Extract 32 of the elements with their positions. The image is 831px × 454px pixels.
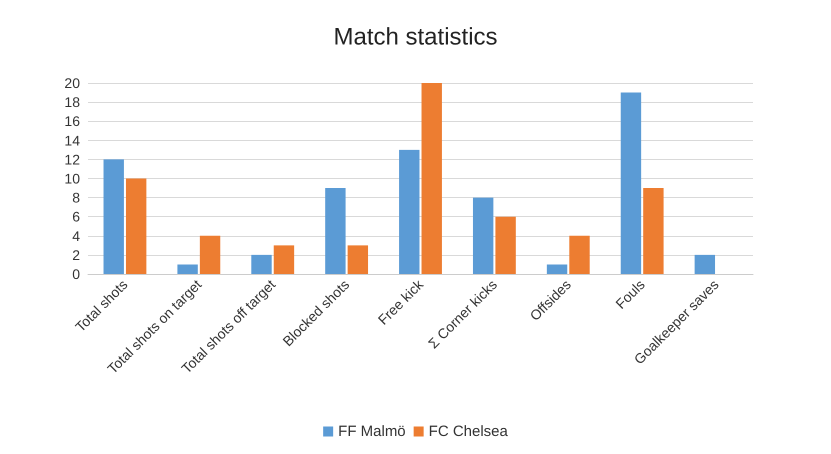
bar xyxy=(495,216,516,274)
y-tick-label: 20 xyxy=(64,75,80,91)
bar xyxy=(569,236,590,274)
bar xyxy=(251,254,272,274)
bar xyxy=(274,245,294,274)
bar xyxy=(126,178,146,274)
bar xyxy=(422,83,442,274)
bar xyxy=(348,245,368,274)
x-tick-label: Free kick xyxy=(374,276,427,328)
y-tick-label: 8 xyxy=(72,190,80,206)
bar xyxy=(694,254,716,274)
bar xyxy=(620,92,642,274)
legend-label: FF Malmö xyxy=(338,423,406,440)
bar xyxy=(643,188,664,274)
y-tick-label: 6 xyxy=(72,208,80,225)
y-tick-label: 14 xyxy=(64,132,80,148)
bar xyxy=(325,188,346,274)
y-tick-label: 0 xyxy=(72,266,80,282)
y-tick-label: 12 xyxy=(64,151,80,168)
chart-title: Match statistics xyxy=(333,24,498,50)
bar xyxy=(177,264,198,274)
bar xyxy=(104,159,124,274)
y-tick-label: 2 xyxy=(72,246,80,263)
y-tick-label: 18 xyxy=(64,94,80,110)
y-tick-label: 16 xyxy=(64,113,80,130)
y-tick-label: 4 xyxy=(72,228,80,244)
legend-label: FC Chelsea xyxy=(428,423,509,440)
bar xyxy=(200,236,220,274)
bar xyxy=(472,198,494,274)
bar xyxy=(399,150,420,274)
y-tick-label: 10 xyxy=(64,170,80,186)
bar xyxy=(546,264,568,274)
